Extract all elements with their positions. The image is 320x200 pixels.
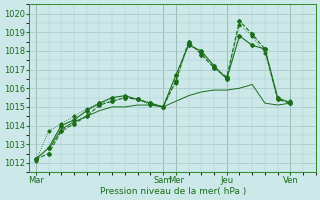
X-axis label: Pression niveau de la mer( hPa ): Pression niveau de la mer( hPa ) <box>100 187 246 196</box>
